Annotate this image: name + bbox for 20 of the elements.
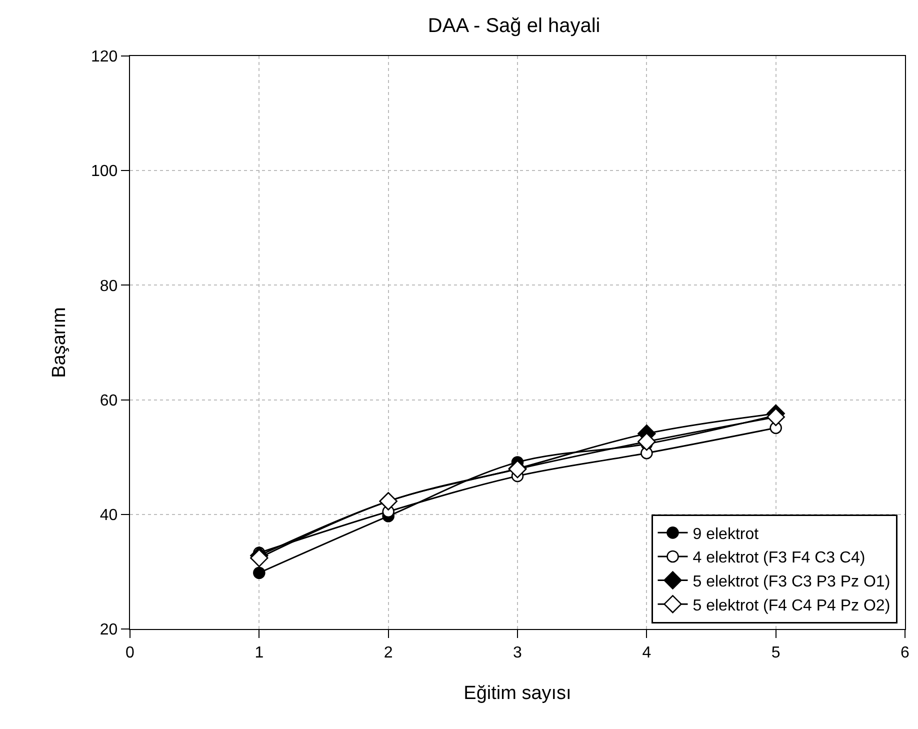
x-axis-title: Eğitim sayısı — [464, 683, 572, 704]
x-tick-label: 0 — [126, 644, 135, 662]
chart-title: DAA - Sağ el hayali — [428, 15, 600, 38]
legend-label: 9 elektrot — [692, 526, 760, 543]
y-tick-label: 60 — [100, 392, 118, 410]
x-tick-label: 1 — [254, 644, 264, 662]
x-tick-label: 6 — [900, 644, 910, 662]
y-tick-label: 120 — [90, 48, 118, 66]
x-tick-label: 2 — [384, 644, 393, 662]
x-tick-label: 5 — [771, 644, 780, 662]
y-tick-label: 80 — [100, 278, 118, 295]
legend-label: 4 elektrot (F3 F4 C3 C4) — [692, 550, 866, 567]
y-tick-label: 40 — [100, 507, 118, 524]
x-tick-label: 4 — [642, 644, 652, 662]
legend-label: 5 elektrot (F3 C3 P3 Pz O1) — [692, 574, 890, 591]
legend-label: 5 elektrot (F4 C4 P4 Pz O2) — [692, 597, 890, 614]
x-tick-label: 3 — [513, 644, 522, 662]
y-axis-title: Başarım — [48, 307, 70, 378]
y-tick-label: 100 — [90, 163, 118, 180]
y-tick-label: 20 — [100, 622, 118, 639]
